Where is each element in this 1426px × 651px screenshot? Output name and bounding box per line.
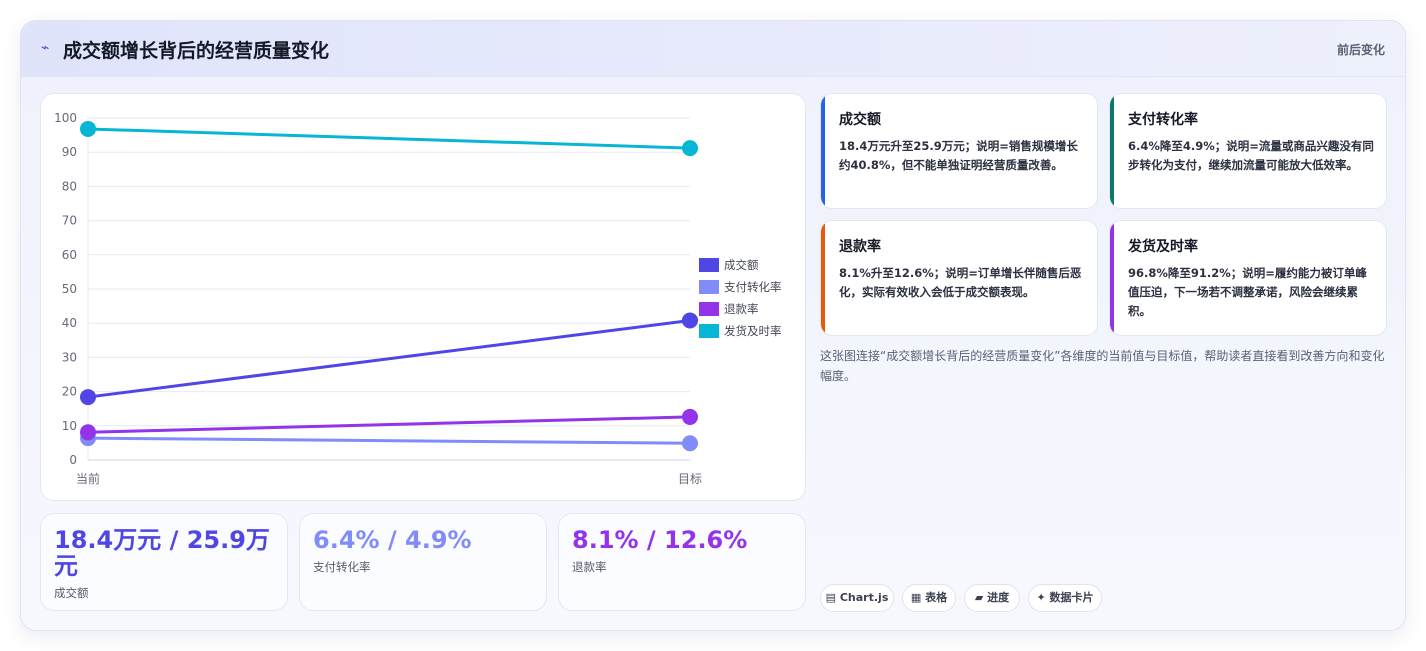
info-card-amount: 成交额 18.4万元升至25.9万元；说明=销售规模增长约40.8%，但不能单独…: [820, 93, 1098, 209]
y-tick-label: 10: [62, 419, 77, 433]
y-tick-label: 70: [62, 214, 77, 228]
data-point: [682, 435, 698, 452]
info-card-title: 退款率: [839, 239, 881, 255]
stat-card-amount: 18.4万元 / 25.9万元 成交额: [40, 513, 288, 611]
legend-label: 退款率: [724, 302, 759, 316]
y-tick-label: 60: [62, 248, 77, 262]
y-tick-label: 0: [69, 453, 77, 467]
info-card-conversion: 支付转化率 6.4%降至4.9%；说明=流量或商品兴趣没有同步转化为支付，继续加…: [1109, 93, 1387, 209]
info-card-shipping: 发货及时率 96.8%降至91.2%；说明=履约能力被订单峰值压迫，下一场若不调…: [1109, 220, 1387, 336]
legend-swatch: [699, 302, 719, 316]
legend-swatch: [699, 280, 719, 294]
info-card-text: 18.4万元升至25.9万元；说明=销售规模增长约40.8%，但不能单独证明经营…: [839, 139, 1078, 172]
chip-data-cards[interactable]: ✦ 数据卡片: [1028, 584, 1102, 612]
y-tick-label: 40: [62, 316, 77, 330]
chip-label: Chart.js: [839, 591, 889, 604]
series-line: [87, 415, 691, 434]
chip-chartjs[interactable]: ▤ Chart.js: [820, 584, 894, 612]
stat-label: 成交额: [54, 586, 89, 600]
page-title: 成交额增长背后的经营质量变化: [63, 40, 330, 62]
series-line: [87, 436, 691, 445]
series-line: [87, 318, 691, 399]
header-tag: 前后变化: [1336, 43, 1385, 57]
legend-swatch: [699, 324, 719, 338]
x-tick-label: 目标: [678, 472, 702, 486]
accent-bar: [1110, 221, 1114, 335]
progress-icon: ▰: [974, 591, 984, 604]
chip-label: 数据卡片: [1049, 591, 1094, 604]
x-tick-label: 当前: [76, 471, 100, 486]
stat-value: 18.4万元 / 25.9万元: [54, 526, 270, 580]
y-tick-label: 90: [62, 145, 77, 159]
chip-table[interactable]: ▦ 表格: [902, 584, 956, 612]
series-line: [87, 127, 691, 150]
data-point: [80, 389, 96, 406]
card-header: ⌁ 成交额增长背后的经营质量变化 前后变化: [21, 21, 1405, 77]
info-card-refund: 退款率 8.1%升至12.6%；说明=订单增长伴随售后恶化，实际有效收入会低于成…: [820, 220, 1098, 336]
stat-card-refund: 8.1% / 12.6% 退款率: [558, 513, 806, 611]
legend-swatch: [699, 258, 719, 272]
legend-label: 发货及时率: [724, 324, 782, 338]
legend-label: 支付转化率: [724, 280, 782, 294]
line-chart: 0 10 20 30 40 50 60 70 80 90 100 当前 目标 成交额支付转化率退款率发货及…: [54, 111, 782, 486]
y-tick-label: 30: [62, 350, 77, 364]
accent-bar: [1110, 94, 1114, 208]
chart-panel: 0 10 20 30 40 50 60 70 80 90 100 当前 目标 成交额支付转化率退款率发货及…: [40, 93, 806, 501]
y-tick-label: 80: [62, 179, 77, 193]
sparkle-icon: ✦: [1036, 591, 1046, 604]
chart-description: 这张图连接“成交额增长背后的经营质量变化”各维度的当前值与目标值，帮助读者直接看…: [820, 349, 1385, 383]
data-point: [682, 140, 698, 157]
stat-card-conversion: 6.4% / 4.9% 支付转化率: [299, 513, 547, 611]
y-tick-label: 100: [54, 111, 77, 125]
accent-bar: [821, 94, 825, 208]
info-card-text: 6.4%降至4.9%；说明=流量或商品兴趣没有同步转化为支付，继续加流量可能放大…: [1128, 139, 1374, 172]
data-point: [80, 120, 96, 137]
chart-icon: ▤: [825, 591, 837, 604]
dashboard-card: ⌁ 成交额增长背后的经营质量变化 前后变化 0 10 20 30 40 50 60 70 80 9…: [20, 20, 1406, 631]
accent-bar: [821, 221, 825, 335]
table-icon: ▦: [910, 591, 922, 604]
info-card-title: 成交额: [839, 112, 881, 128]
info-card-title: 支付转化率: [1128, 112, 1198, 128]
info-card-text: 96.8%降至91.2%；说明=履约能力被订单峰值压迫，下一场若不调整承诺，风险…: [1128, 266, 1367, 318]
info-card-text: 8.1%升至12.6%；说明=订单增长伴随售后恶化，实际有效收入会低于成交额表现…: [839, 266, 1082, 299]
chip-progress[interactable]: ▰ 进度: [964, 584, 1020, 612]
stat-value: 6.4% / 4.9%: [313, 526, 472, 554]
info-card-title: 发货及时率: [1128, 239, 1198, 255]
legend-label: 成交额: [724, 258, 759, 272]
stat-label: 支付转化率: [313, 560, 371, 574]
stat-value: 8.1% / 12.6%: [572, 526, 748, 554]
chip-label: 表格: [925, 591, 948, 604]
y-tick-label: 50: [62, 282, 77, 296]
chip-label: 进度: [987, 591, 1010, 604]
stat-label: 退款率: [572, 560, 607, 574]
data-point: [682, 408, 698, 425]
trend-icon: ⌁: [41, 40, 50, 56]
data-point: [80, 424, 96, 441]
data-point: [682, 312, 698, 329]
y-tick-label: 20: [62, 385, 77, 399]
